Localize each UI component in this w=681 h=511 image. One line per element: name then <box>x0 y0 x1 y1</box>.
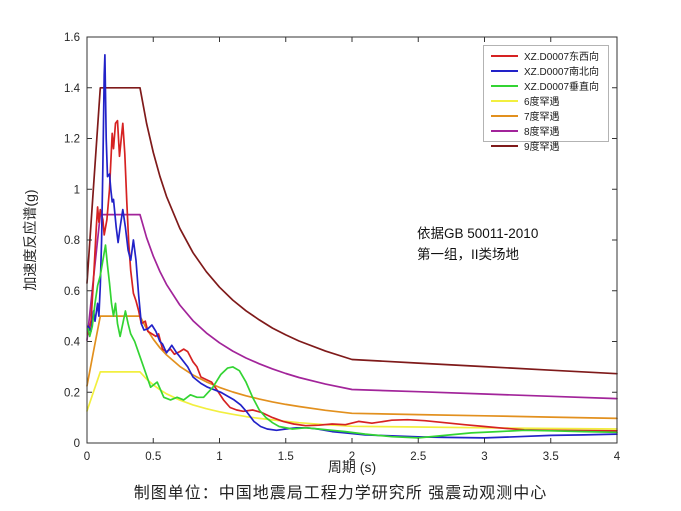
y-tick-label: 1.6 <box>64 32 80 44</box>
annotation-line2: 第一组，II类场地 <box>417 247 520 262</box>
annotation-line1: 依据GB 50011-2010 <box>417 226 539 241</box>
legend-item-label: 9度罕遇 <box>524 142 560 153</box>
legend-item-5: 8度罕遇 <box>484 123 608 138</box>
y-tick-label: 1.2 <box>64 134 80 146</box>
legend-item-label: 6度罕遇 <box>524 97 560 108</box>
x-tick-label: 1 <box>216 451 222 463</box>
series-line-5 <box>86 213 618 400</box>
x-axis-label: 周期 (s) <box>327 459 377 475</box>
series-line-0 <box>87 119 618 432</box>
legend-line-swatch <box>491 129 518 132</box>
legend-line-swatch <box>491 69 518 72</box>
legend-line-swatch <box>491 144 518 147</box>
legend-item-1: XZ.D0007南北向 <box>484 63 608 78</box>
legend-item-2: XZ.D0007垂直向 <box>484 78 608 93</box>
legend-line-swatch <box>491 84 518 87</box>
x-tick-label: 0 <box>84 451 90 463</box>
legend-line-swatch <box>491 114 518 117</box>
x-tick-label: 2.5 <box>410 451 426 463</box>
series-line-6 <box>86 86 618 375</box>
series-line-4 <box>86 315 618 420</box>
x-tick-label: 2 <box>349 451 355 463</box>
legend-item-6: 9度罕遇 <box>484 138 608 153</box>
y-tick-label: 1 <box>74 184 80 196</box>
y-tick-label: 1.4 <box>64 83 81 95</box>
y-tick-label: 0.6 <box>64 286 80 298</box>
legend-item-label: 7度罕遇 <box>524 112 560 123</box>
x-tick-label: 4 <box>614 451 621 463</box>
x-tick-label: 0.5 <box>145 451 161 463</box>
y-axis-label: 加速度反应谱(g) <box>22 189 38 291</box>
y-tick-label: 0.2 <box>64 387 80 399</box>
y-tick-label: 0.8 <box>64 235 80 247</box>
annotation-text: 依据GB 50011-2010 第一组，II类场地 <box>417 223 538 265</box>
legend-line-swatch <box>491 99 518 102</box>
legend-item-0: XZ.D0007东西向 <box>484 48 608 63</box>
x-tick-label: 3.5 <box>543 451 559 463</box>
series-line-2 <box>87 244 618 439</box>
legend-item-label: XZ.D0007南北向 <box>524 67 600 78</box>
legend-line-swatch <box>491 54 518 57</box>
x-tick-label: 3 <box>481 451 487 463</box>
y-tick-label: 0 <box>74 438 80 450</box>
x-tick-label: 1.5 <box>278 451 294 463</box>
legend-item-4: 7度罕遇 <box>484 108 608 123</box>
legend-item-label: XZ.D0007东西向 <box>524 52 600 63</box>
legend-box: XZ.D0007东西向 XZ.D0007南北向 XZ.D0007垂直向 6度罕遇 7度罕… <box>483 45 609 153</box>
y-tick-label: 0.4 <box>64 337 81 349</box>
legend-item-label: 8度罕遇 <box>524 127 560 138</box>
figure-caption: 制图单位：中国地震局工程力学研究所 强震动观测中心 <box>133 485 548 502</box>
legend-item-3: 6度罕遇 <box>484 93 608 108</box>
legend-item-label: XZ.D0007垂直向 <box>524 82 600 93</box>
series-line-3 <box>86 371 618 430</box>
